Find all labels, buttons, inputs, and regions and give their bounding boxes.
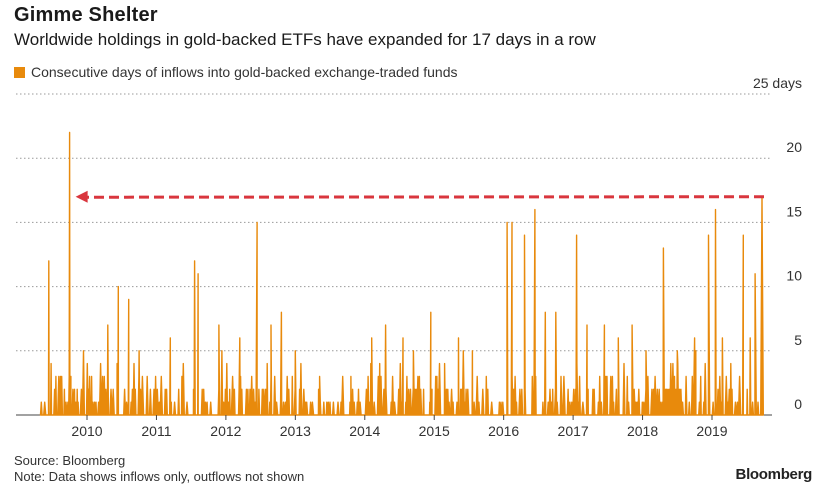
chart-subtitle: Worldwide holdings in gold-backed ETFs h…	[14, 30, 596, 49]
x-axis: 2010 2011 2012 2013 2014 2015 2016 2017 2018 2019	[71, 415, 728, 439]
chart-title: Gimme Shelter	[14, 4, 158, 26]
bloomberg-logo: Bloomberg	[735, 466, 813, 483]
x-tick-label: 2013	[280, 423, 311, 439]
y-tick-label: 20	[786, 139, 802, 155]
legend-swatch	[14, 66, 25, 78]
legend-label: Consecutive days of inflows into gold-ba…	[31, 64, 458, 80]
x-tick-label: 2016	[488, 423, 519, 439]
x-tick-label: 2019	[696, 423, 727, 439]
annotation-layer	[75, 190, 765, 203]
series-layer	[39, 131, 764, 416]
x-tick-label: 2015	[419, 423, 450, 439]
source-note: Source: Bloomberg	[14, 453, 126, 468]
annotation-arrowhead	[75, 190, 88, 203]
y-tick-label: 5	[794, 332, 802, 348]
inflow-series	[39, 131, 764, 416]
footnote: Note: Data shows inflows only, outflows …	[14, 469, 305, 484]
y-tick-label: 15	[786, 203, 802, 219]
x-tick-label: 2014	[349, 423, 380, 439]
x-tick-label: 2010	[71, 423, 102, 439]
x-tick-label: 2011	[141, 423, 171, 439]
y-tick-label: 0	[794, 396, 802, 412]
x-tick-label: 2018	[627, 423, 658, 439]
y-tick-label: 10	[786, 268, 802, 284]
x-tick-label: 2012	[210, 423, 241, 439]
y-axis: 25 days 20 15 10 5 0	[753, 75, 802, 412]
annotation-arrow-line	[85, 195, 765, 199]
legend: Consecutive days of inflows into gold-ba…	[14, 64, 457, 80]
y-tick-label: 25 days	[753, 75, 802, 91]
x-tick-label: 2017	[558, 423, 589, 439]
